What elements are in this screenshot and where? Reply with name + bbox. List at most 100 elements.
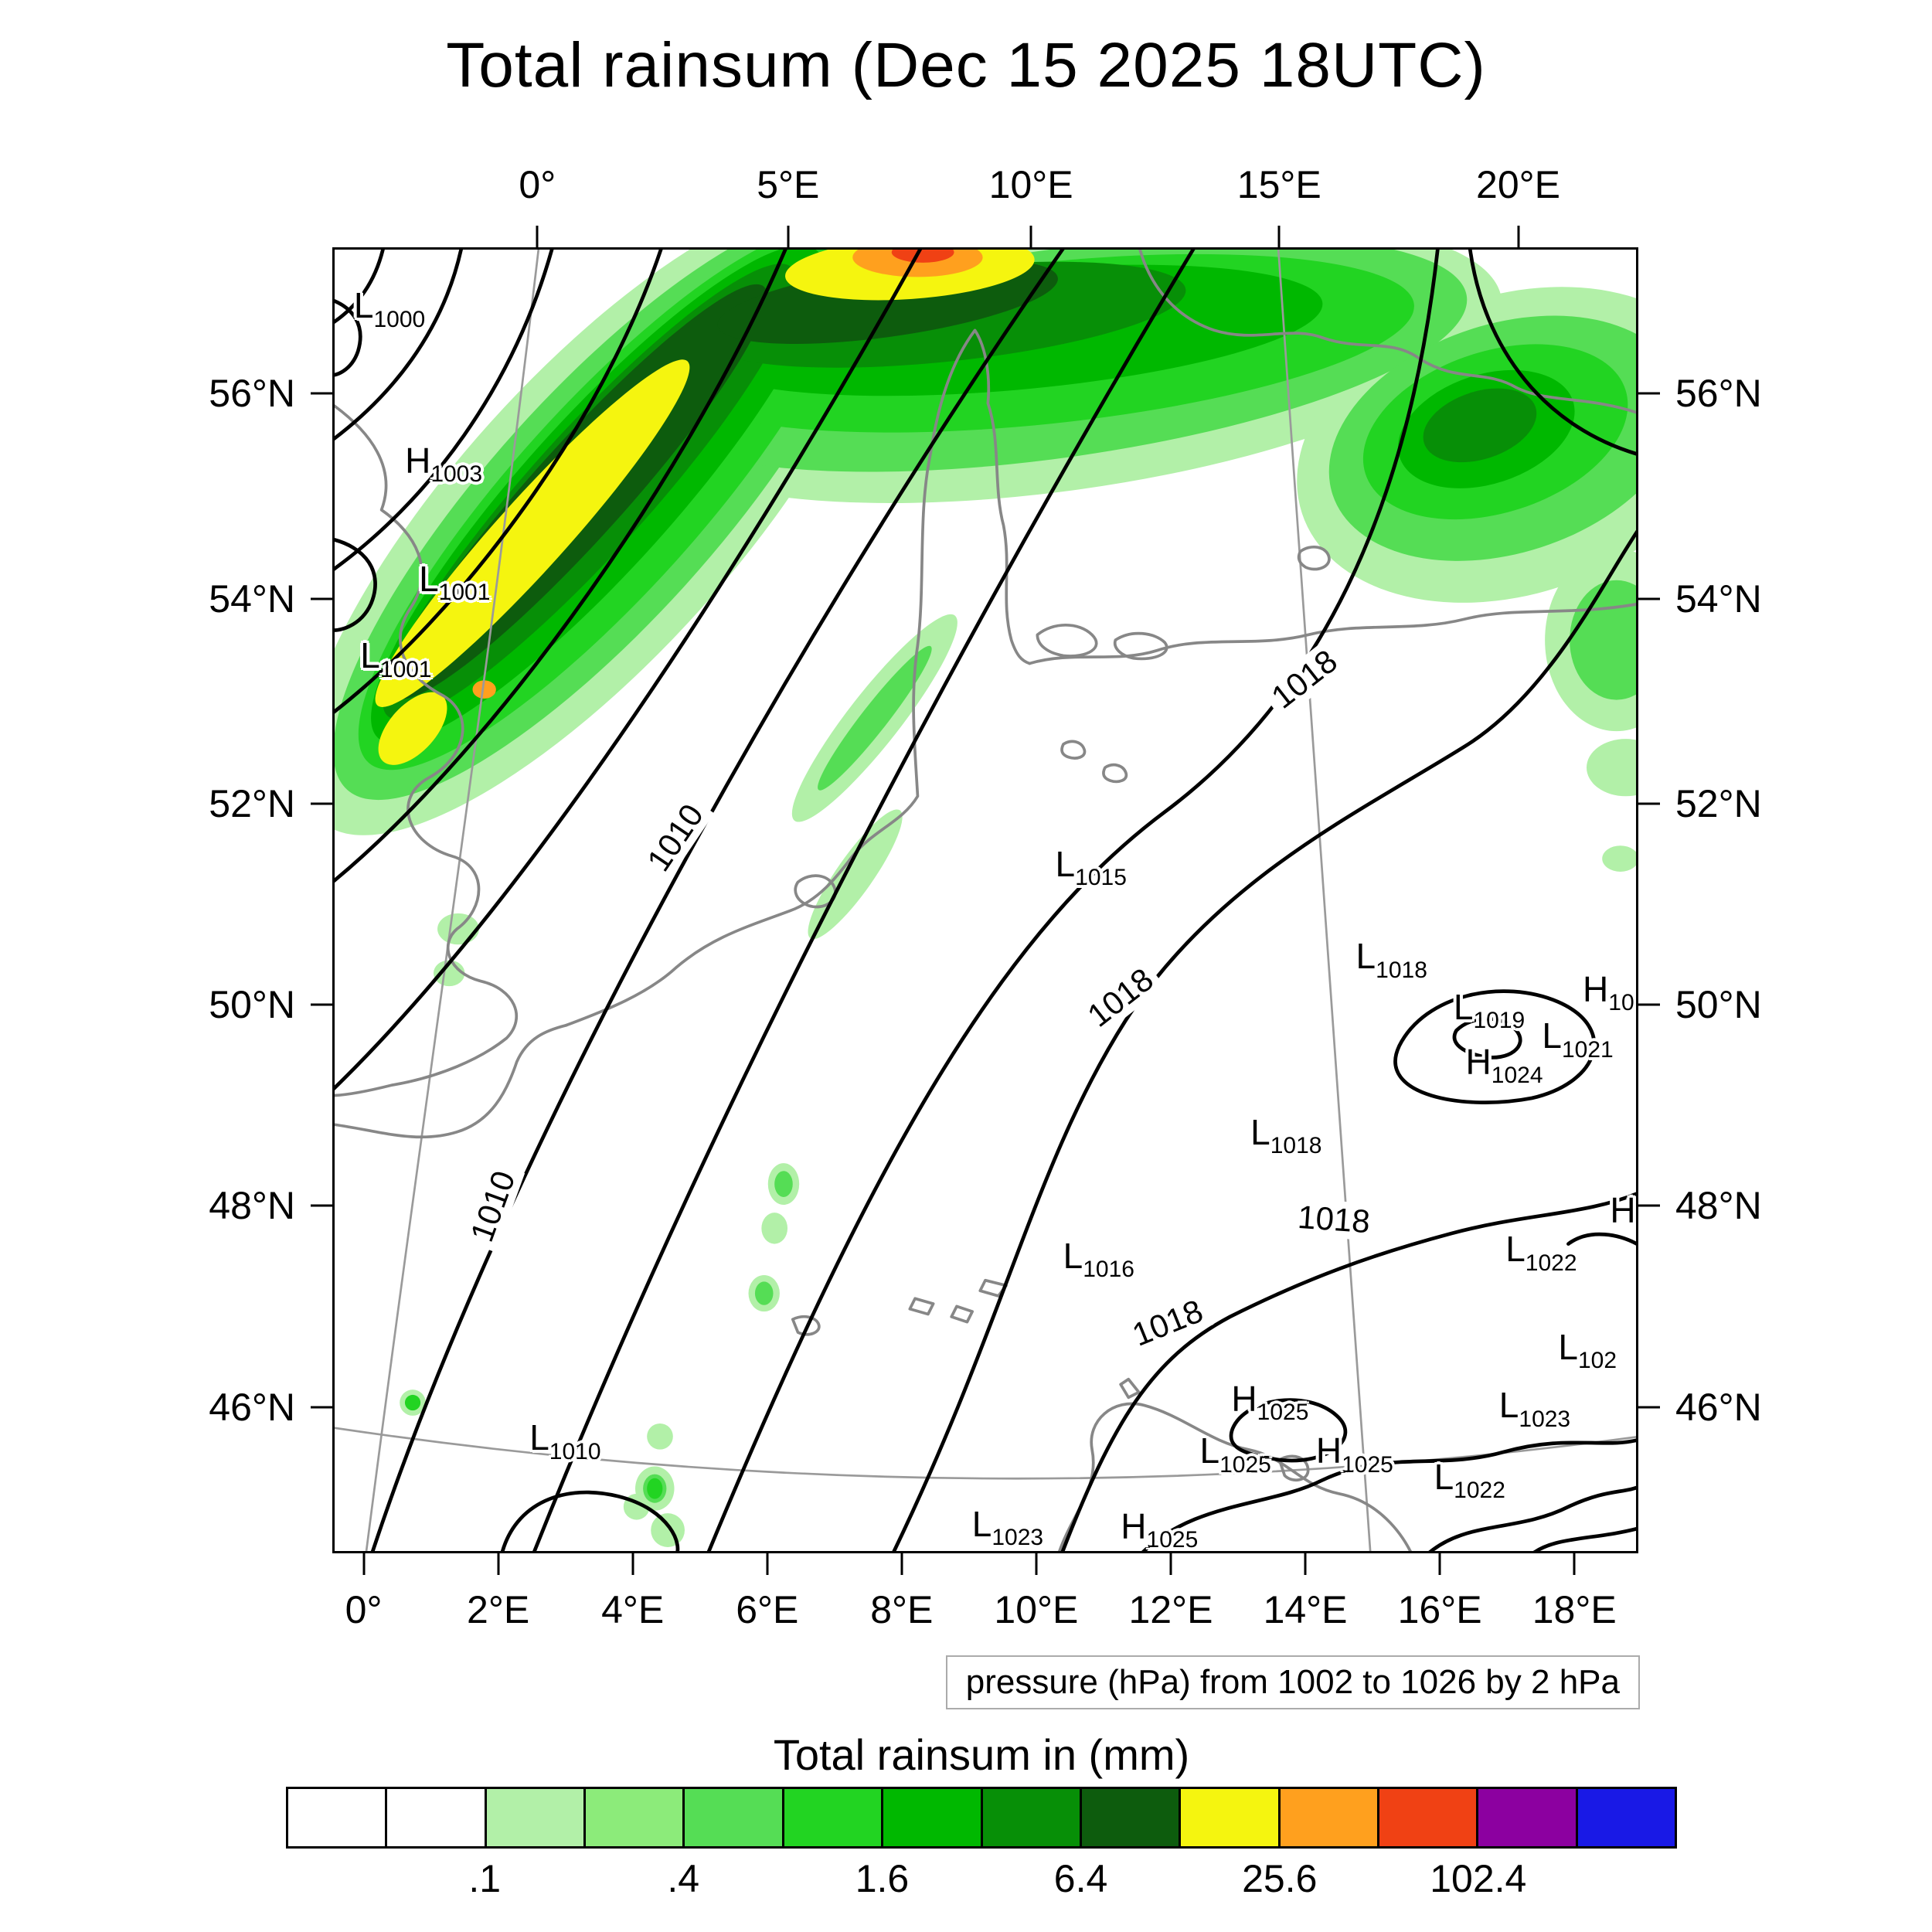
pressure-center-low: L1001 — [419, 559, 491, 606]
axis-bottom-tick — [1438, 1553, 1441, 1575]
axis-right-tick — [1638, 802, 1660, 805]
axis-bottom-label: 6°E — [736, 1588, 799, 1631]
axis-bottom-longitude: 0° 2°E 4°E 6°E 8°E 10°E 12°E 14°E 16°E 18°E — [332, 1553, 1638, 1646]
rain-colorbar — [286, 1787, 1677, 1849]
map-plot-area: L1000 H1003 L1001 L1001 L1015 L1018 L1019 H10 L1… — [332, 247, 1638, 1553]
axis-top-label: 0° — [519, 163, 556, 206]
pressure-center-low: L1018 — [1250, 1111, 1322, 1159]
axis-bottom-tick — [1573, 1553, 1576, 1575]
axis-top-label: 10°E — [988, 163, 1073, 206]
legend-title: Total rainsum in (mm) — [773, 1730, 1190, 1779]
colorbar-cell — [288, 1789, 386, 1846]
axis-right-tick — [1638, 392, 1660, 395]
colorbar-cell — [980, 1789, 1080, 1846]
axis-bottom-tick — [900, 1553, 903, 1575]
axis-left-tick — [311, 1003, 332, 1006]
axis-right-label: 52°N — [1675, 781, 1762, 825]
colorbar-cell — [781, 1789, 882, 1846]
axis-right-tick — [1638, 597, 1660, 600]
pressure-center-low: L1025 — [1199, 1430, 1271, 1478]
axis-right-label: 48°N — [1675, 1184, 1762, 1228]
axis-bottom-label: 8°E — [870, 1588, 934, 1631]
colorbar-cell — [484, 1789, 584, 1846]
colorbar-tick-label: 102.4 — [1430, 1857, 1527, 1900]
axis-right-tick — [1638, 1406, 1660, 1409]
pressure-center-low: L1023 — [971, 1503, 1044, 1551]
pressure-center-high: H1024 — [1465, 1041, 1543, 1089]
colorbar-cell — [881, 1789, 981, 1846]
colorbar-tick-label: 1.6 — [855, 1857, 910, 1900]
axis-left-tick — [311, 1204, 332, 1207]
colorbar-cell — [1476, 1789, 1576, 1846]
axis-left-tick — [311, 1406, 332, 1409]
pressure-center-high: H1025 — [1315, 1430, 1393, 1478]
axis-left-label: 56°N — [209, 372, 295, 416]
axis-right-latitude: 56°N 54°N 52°N 50°N 48°N 46°N — [1638, 247, 1878, 1553]
isobar-value-label: 1018 — [1259, 638, 1349, 720]
axis-left-tick — [311, 597, 332, 600]
colorbar-cell — [1179, 1789, 1278, 1846]
isobar-value-label: 1010 — [461, 1160, 526, 1253]
pressure-center-high: H10 — [1583, 968, 1634, 1015]
axis-bottom-label: 14°E — [1263, 1588, 1348, 1631]
pressure-center-low: L1010 — [529, 1417, 601, 1464]
axis-left-label: 52°N — [209, 781, 295, 825]
axis-bottom-tick — [497, 1553, 500, 1575]
pressure-caption: pressure (hPa) from 1002 to 1026 by 2 hP… — [945, 1655, 1640, 1709]
axis-right-label: 50°N — [1675, 983, 1762, 1027]
axis-left-tick — [311, 802, 332, 805]
pressure-center-low: L1019 — [1453, 987, 1526, 1034]
axis-left-latitude: 56°N 54°N 52°N 50°N 48°N 46°N — [93, 247, 332, 1553]
axis-top-label: 20°E — [1476, 163, 1560, 206]
colorbar-cell — [583, 1789, 683, 1846]
colorbar-cell — [682, 1789, 782, 1846]
pressure-center-high: H1003 — [405, 440, 483, 488]
axis-top-tick — [1029, 226, 1032, 247]
pressure-center-low: L1016 — [1063, 1235, 1134, 1283]
colorbar-tick-label: 25.6 — [1242, 1857, 1318, 1900]
pressure-center-low: L1023 — [1498, 1385, 1571, 1432]
axis-bottom-tick — [1304, 1553, 1307, 1575]
axis-bottom-tick — [631, 1553, 634, 1575]
axis-right-label: 46°N — [1675, 1385, 1762, 1429]
pressure-center-low: L1018 — [1355, 936, 1427, 983]
isobars — [335, 250, 1636, 1551]
axis-bottom-label: 16°E — [1397, 1588, 1482, 1631]
axis-right-label: 56°N — [1675, 372, 1762, 416]
map-canvas — [335, 250, 1636, 1551]
colorbar-tick-label: 6.4 — [1053, 1857, 1108, 1900]
axis-top-tick — [787, 226, 790, 247]
page-title: Total rainsum (Dec 15 2025 18UTC) — [446, 30, 1486, 100]
isobar-value-label: 1018 — [1291, 1197, 1378, 1241]
axis-left-label: 50°N — [209, 983, 295, 1027]
axis-left-tick — [311, 392, 332, 395]
pressure-center-low: L1015 — [1055, 843, 1127, 891]
axis-top-label: 5°E — [757, 163, 820, 206]
colorbar-tick-label: .1 — [468, 1857, 502, 1900]
axis-top-tick — [1517, 226, 1520, 247]
coastlines — [335, 250, 1636, 1551]
pressure-center-high: H — [1610, 1189, 1636, 1230]
colorbar-tick-label: .4 — [667, 1857, 700, 1900]
axis-left-label: 54°N — [209, 577, 295, 621]
pressure-center-low: L1022 — [1434, 1457, 1505, 1504]
axis-top-tick — [536, 226, 539, 247]
colorbar-cell — [1376, 1789, 1477, 1846]
axis-bottom-tick — [766, 1553, 769, 1575]
axis-bottom-label: 0° — [345, 1588, 383, 1631]
axis-bottom-label: 18°E — [1532, 1588, 1617, 1631]
axis-bottom-tick — [362, 1553, 366, 1575]
rain-colorbar-labels: .1 .4 1.6 6.4 25.6 102.4 — [286, 1856, 1677, 1903]
isobar-value-label: 1018 — [1121, 1290, 1214, 1357]
axis-right-tick — [1638, 1003, 1660, 1006]
isobar-value-label: 1018 — [1076, 957, 1166, 1039]
axis-bottom-tick — [1035, 1553, 1038, 1575]
axis-left-label: 48°N — [209, 1184, 295, 1228]
colorbar-cell — [1079, 1789, 1179, 1846]
axis-right-tick — [1638, 1204, 1660, 1207]
axis-top-longitude: 0° 5°E 10°E 15°E 20°E — [332, 124, 1638, 247]
colorbar-cell — [1277, 1789, 1377, 1846]
axis-bottom-label: 2°E — [467, 1588, 530, 1631]
axis-bottom-tick — [1169, 1553, 1172, 1575]
